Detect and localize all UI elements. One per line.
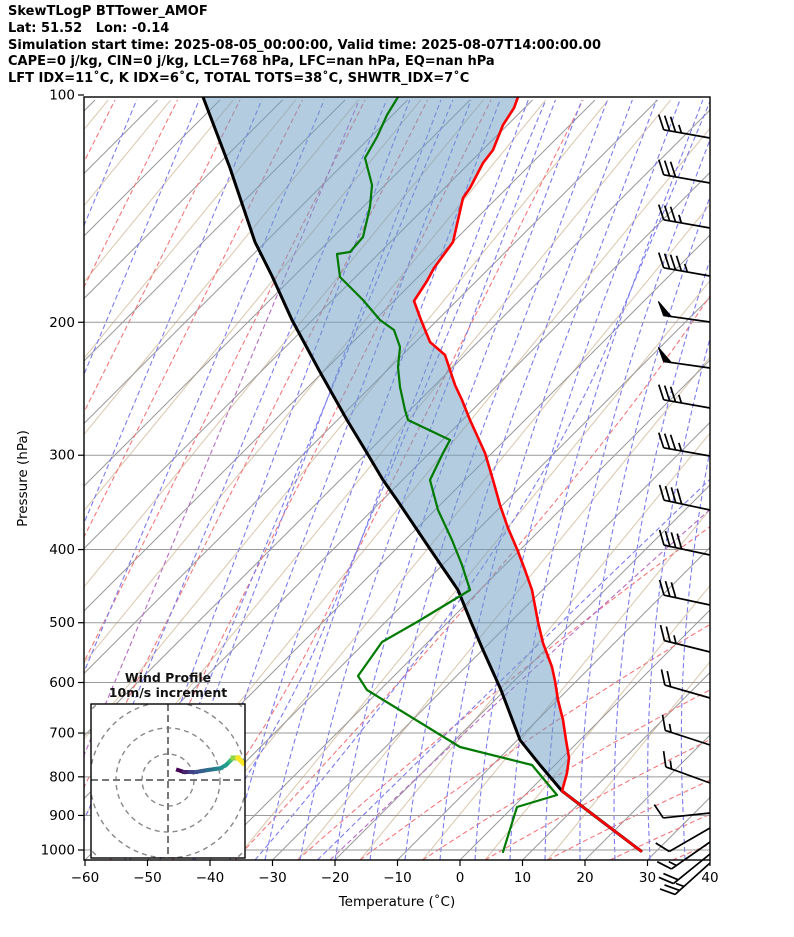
pressure-tick-label: 600 xyxy=(49,675,75,691)
pressure-tick-label: 800 xyxy=(49,769,75,785)
pressure-tick-label: 200 xyxy=(49,315,75,331)
cin-shading xyxy=(203,97,569,791)
temperature-tick-label: −40 xyxy=(196,870,225,886)
pressure-tick-label: 1000 xyxy=(41,843,75,859)
temperature-tick-label: −10 xyxy=(383,870,412,886)
pressure-tick-label: 500 xyxy=(49,615,75,631)
hodograph-subtitle: 10m/s increment xyxy=(109,685,227,700)
hodograph-title: Wind Profile xyxy=(125,670,211,685)
temperature-tick-label: 40 xyxy=(701,870,718,886)
temperature-tick-label: 20 xyxy=(576,870,593,886)
chart-title: SkewTLogP BTTower_AMOF xyxy=(8,4,208,19)
temperature-tick-label: −30 xyxy=(258,870,287,886)
x-axis-label: Temperature (˚C) xyxy=(338,893,456,910)
temperature-tick-label: −20 xyxy=(321,870,350,886)
y-axis-label: Pressure (hPa) xyxy=(15,430,31,527)
chart-header: SkewTLogP BTTower_AMOF Lat: 51.52 Lon: -… xyxy=(8,4,601,88)
pressure-tick-label: 900 xyxy=(49,808,75,824)
temperature-tick-label: 0 xyxy=(456,870,465,886)
parcel-curve xyxy=(201,97,643,853)
pressure-tick-label: 300 xyxy=(49,448,75,464)
temperature-curve xyxy=(412,97,643,853)
stability-indices-line: LFT IDX=11˚C, K IDX=6˚C, TOTAL TOTS=38˚C… xyxy=(8,71,470,87)
cape-cin-lcl-line: CAPE=0 j/kg, CIN=0 j/kg, LCL=768 hPa, LF… xyxy=(8,54,495,70)
hodograph-trace xyxy=(175,754,245,775)
temperature-tick-label: −50 xyxy=(133,870,162,886)
simulation-times: Simulation start time: 2025-08-05_00:00:… xyxy=(8,37,601,53)
station-coordinates: Lat: 51.52 Lon: -0.14 xyxy=(8,20,170,36)
pressure-tick-label: 100 xyxy=(49,88,75,104)
pressure-tick-label: 700 xyxy=(49,726,75,742)
temperature-tick-label: 30 xyxy=(639,870,656,886)
pressure-tick-label: 400 xyxy=(49,542,75,558)
dewpoint-curve xyxy=(335,97,559,854)
temperature-tick-label: −60 xyxy=(71,870,100,886)
temperature-tick-label: 10 xyxy=(514,870,531,886)
wind-barbs xyxy=(653,114,711,896)
